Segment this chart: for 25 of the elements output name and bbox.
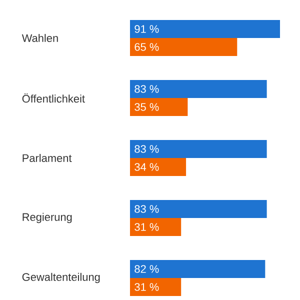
data-label: 82 % (134, 265, 159, 273)
data-label: 83 % (134, 85, 159, 93)
bar (130, 278, 182, 296)
bar (130, 218, 182, 236)
y-tick-label: Öffentlichkeit (22, 93, 85, 103)
bar (130, 200, 267, 218)
data-label: 34 % (134, 163, 159, 171)
data-label: 65 % (134, 43, 159, 51)
data-label: 83 % (134, 205, 159, 213)
bar (130, 20, 280, 38)
bar (130, 98, 188, 116)
data-label: 31 % (134, 223, 159, 231)
bar (130, 158, 186, 176)
bar (130, 260, 266, 278)
y-tick-label: Parlament (22, 154, 72, 162)
bar (130, 38, 238, 56)
y-tick-label: Regierung (22, 212, 72, 224)
bar (130, 80, 267, 98)
bar (130, 140, 267, 158)
data-label: 31 % (134, 283, 159, 291)
data-label: 83 % (134, 145, 159, 153)
y-tick-label: Wahlen (22, 34, 58, 42)
y-tick-label: Gewaltenteilung (22, 272, 100, 284)
data-label: 91 % (134, 25, 159, 33)
data-label: 35 % (134, 103, 159, 111)
